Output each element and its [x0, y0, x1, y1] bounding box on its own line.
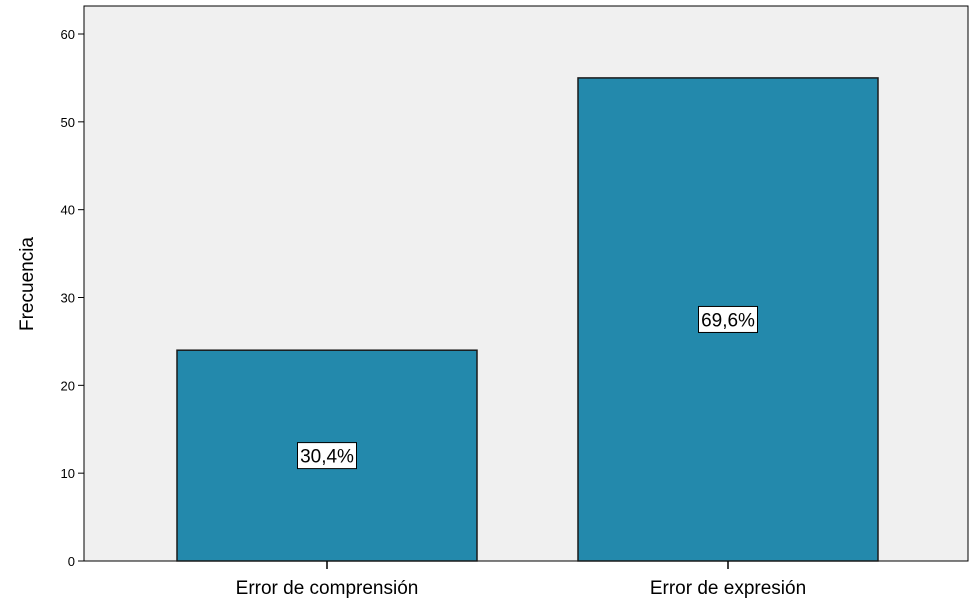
y-axis-title: Frecuencia — [17, 237, 38, 331]
y-tick-label: 10 — [61, 466, 75, 481]
y-tick-label: 30 — [61, 291, 75, 306]
x-tick-label: Error de expresión — [650, 578, 806, 599]
y-tick-label: 40 — [61, 203, 75, 218]
y-tick-label: 20 — [61, 378, 75, 393]
y-tick-label: 50 — [61, 115, 75, 130]
data-label-box — [698, 305, 758, 333]
data-label: 69,6% — [701, 310, 755, 331]
y-axis: 0 10 20 30 40 50 60 — [61, 27, 84, 569]
x-tick-label: Error de comprensión — [236, 578, 419, 599]
bars: 30,4% 69,6% — [176, 77, 879, 562]
x-axis: Error de comprensión Error de expresión — [236, 561, 806, 599]
data-label-box — [297, 442, 357, 470]
y-tick-label: 60 — [61, 27, 75, 42]
data-label: 30,4% — [300, 447, 354, 468]
y-tick-label: 0 — [68, 554, 75, 569]
